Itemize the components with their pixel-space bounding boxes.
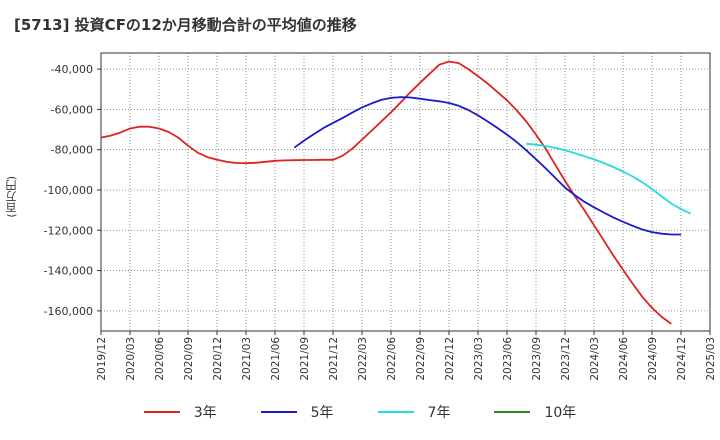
- x-tick-label: 2020/12: [212, 337, 224, 381]
- legend-label-7y: 7年: [427, 405, 451, 421]
- x-tick-label: 2023/03: [473, 337, 485, 381]
- grid-lines: [100, 53, 711, 331]
- series-line-5年: [293, 96, 681, 236]
- x-tick-label: 2021/12: [328, 337, 340, 381]
- legend-item-10y: 10年: [494, 402, 576, 422]
- y-tick-label: -100,000: [44, 184, 93, 197]
- plot-frame: [100, 52, 711, 332]
- x-tick-label: 2023/06: [502, 337, 514, 381]
- x-tick-label: 2025/03: [705, 337, 717, 381]
- legend-label-10y: 10年: [544, 405, 577, 421]
- legend-label-3y: 3年: [193, 405, 217, 421]
- y-tick-label: -60,000: [51, 103, 93, 116]
- y-tick-label: -160,000: [44, 305, 93, 318]
- legend-swatch-7y: [377, 411, 414, 413]
- x-tick-label: 2020/06: [154, 337, 166, 381]
- y-tick-label: -80,000: [51, 144, 93, 157]
- legend-swatch-10y: [494, 411, 531, 413]
- axes: [97, 52, 711, 335]
- legend-swatch-5y: [260, 411, 297, 413]
- x-tick-label: 2021/03: [241, 337, 253, 381]
- x-tick-label: 2024/03: [589, 337, 601, 381]
- series-lines: [100, 60, 692, 325]
- x-tick-label: 2024/12: [676, 337, 688, 381]
- y-tick-label: -120,000: [44, 224, 93, 237]
- x-tick-label: 2022/12: [444, 337, 456, 381]
- legend-item-7y: 7年: [377, 402, 451, 422]
- series-line-7年: [526, 142, 692, 215]
- y-tick-label: -140,000: [44, 265, 93, 278]
- legend-label-5y: 5年: [310, 405, 334, 421]
- x-tick-label: 2021/06: [270, 337, 282, 381]
- x-tick-label: 2022/09: [415, 337, 427, 381]
- x-tick-label: 2024/06: [618, 337, 630, 381]
- x-tick-label: 2021/09: [299, 337, 311, 381]
- x-tick-label: 2023/12: [560, 337, 572, 381]
- y-tick-label: -40,000: [51, 63, 93, 76]
- chart-title: [5713] 投資CFの12か月移動合計の平均値の推移: [14, 16, 357, 34]
- x-tick-label: 2020/09: [183, 337, 195, 381]
- legend-swatch-3y: [143, 411, 180, 413]
- x-tick-label: 2023/09: [531, 337, 543, 381]
- legend-item-5y: 5年: [260, 402, 334, 422]
- legend: 3年 5年 7年 10年: [0, 402, 720, 422]
- x-tick-label: 2022/03: [357, 337, 369, 381]
- tick-labels: -40,000 -60,000 -80,000 -100,000 -120,000 -14…: [44, 63, 717, 381]
- x-tick-label: 2019/12: [96, 337, 108, 381]
- legend-item-3y: 3年: [143, 402, 217, 422]
- x-tick-label: 2022/06: [386, 337, 398, 381]
- x-tick-label: 2020/03: [125, 337, 137, 381]
- x-tick-label: 2024/09: [647, 337, 659, 381]
- series-line-3年: [100, 60, 672, 325]
